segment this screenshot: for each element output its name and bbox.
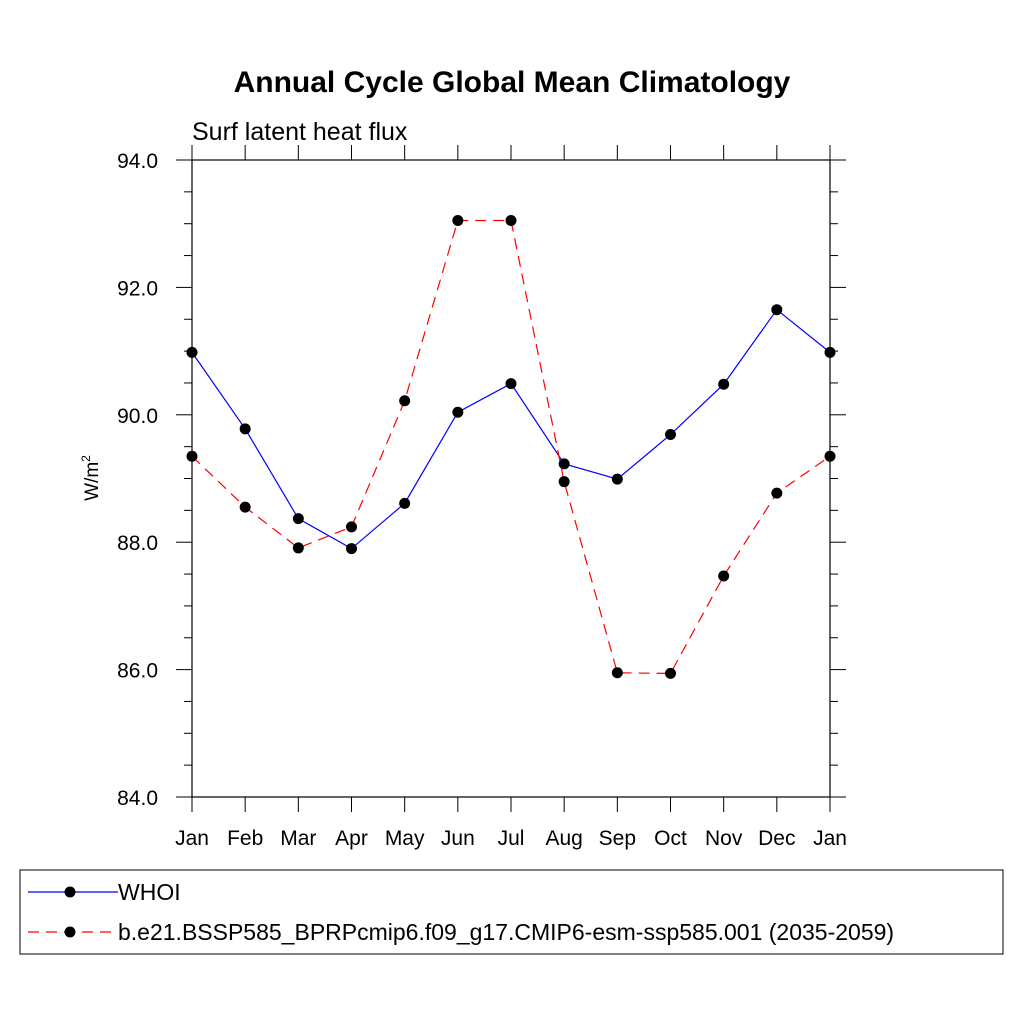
x-tick-label: Sep (599, 827, 636, 850)
legend-entry-2: b.e21.BSSP585_BPRPcmip6.f09_g17.CMIP6-es… (28, 919, 894, 945)
chart-subtitle: Surf latent heat flux (192, 118, 408, 146)
legend-marker (64, 926, 76, 938)
legend: WHOI b.e21.BSSP585_BPRPcmip6.f09_g17.CMIP… (28, 879, 894, 945)
x-tick-label: Apr (335, 827, 368, 850)
y-tick-label: 92.0 (117, 277, 158, 300)
data-point (665, 429, 676, 441)
x-tick-label: Aug (545, 827, 582, 850)
data-point (665, 667, 676, 679)
data-point (824, 450, 836, 462)
data-point (718, 570, 730, 582)
x-tick-label: Feb (227, 827, 263, 850)
legend-box (19, 869, 1004, 955)
data-point (771, 487, 783, 499)
axes: Jan Feb Mar Apr May Jun Jul Aug Sep Oct Nov Dec Jan 8… (117, 145, 847, 850)
data-point (399, 395, 411, 407)
series-line (191, 308, 831, 550)
x-tick-label: Oct (654, 827, 687, 850)
data-point (186, 450, 198, 462)
data-point (558, 476, 570, 488)
data-point (292, 542, 304, 554)
plot-frame (191, 159, 831, 798)
data-point (292, 513, 304, 525)
data-point (824, 346, 836, 358)
data-point (771, 304, 783, 316)
data-point (399, 497, 411, 509)
x-tick-label: Nov (705, 827, 743, 850)
data-point (346, 543, 357, 555)
plot-series (186, 215, 836, 679)
chart-title: Annual Cycle Global Mean Climatology (234, 66, 791, 99)
y-axis-label: W/m2 (79, 455, 103, 501)
data-point (452, 406, 464, 418)
legend-entry-1: WHOI (28, 879, 181, 905)
data-point (718, 378, 730, 390)
data-point (239, 501, 251, 513)
data-point (505, 215, 517, 227)
x-tick-label: Jan (175, 827, 209, 850)
legend-label: b.e21.BSSP585_BPRPcmip6.f09_g17.CMIP6-es… (118, 919, 894, 945)
x-tick-label: May (385, 827, 425, 850)
y-tick-label: 88.0 (117, 532, 158, 555)
x-tick-label: Jun (441, 827, 475, 850)
legend-marker (64, 886, 76, 898)
data-point (558, 458, 570, 470)
series-1 (186, 304, 836, 555)
data-point (346, 521, 357, 533)
y-axis-label-exponent: 2 (79, 455, 93, 462)
data-point (611, 667, 623, 679)
y-tick-label: 90.0 (117, 405, 158, 428)
y-axis-label-unit: W/m (82, 462, 103, 501)
data-point (239, 423, 251, 435)
x-tick-label: Dec (758, 827, 795, 850)
series-2 (186, 215, 836, 679)
data-point (505, 378, 517, 390)
y-tick-label: 86.0 (117, 660, 158, 683)
legend-label: WHOI (118, 879, 181, 905)
data-point (611, 473, 623, 485)
y-tick-label: 84.0 (117, 787, 158, 810)
data-point (452, 215, 464, 227)
x-tick-label: Jul (498, 827, 525, 850)
x-tick-label: Jan (813, 827, 847, 850)
x-tick-label: Mar (280, 827, 316, 850)
series-line (191, 219, 831, 675)
data-point (186, 346, 198, 358)
y-tick-label: 94.0 (117, 150, 158, 173)
